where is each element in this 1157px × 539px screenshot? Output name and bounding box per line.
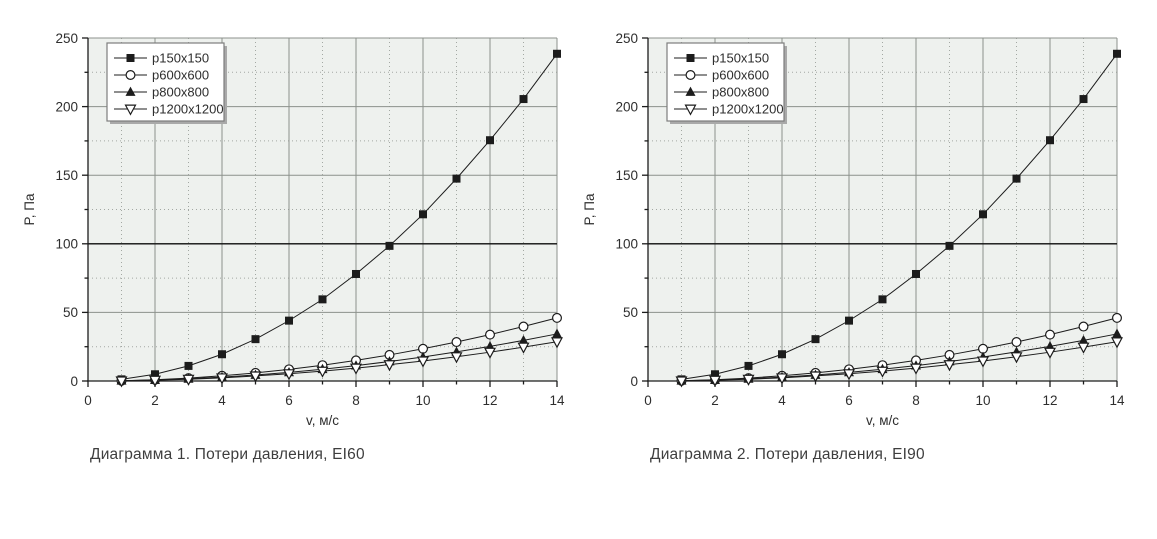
- svg-text:50: 50: [63, 305, 78, 320]
- series-p1200x1200: [115, 337, 564, 388]
- legend-label: p800x800: [712, 85, 769, 100]
- legend-entry-p150x150: p150x150: [674, 51, 769, 66]
- tick-labels: 0 2 4 6 8 10 12 14 0 50 100 150 200 250: [55, 31, 565, 408]
- legend-label: p150x150: [712, 51, 769, 66]
- svg-text:8: 8: [352, 393, 360, 408]
- svg-text:200: 200: [55, 99, 78, 114]
- chart-ei60-caption: Диаграмма 1. Потери давления, EI60: [90, 446, 365, 463]
- svg-text:12: 12: [1042, 393, 1057, 408]
- tick-labels: 0 2 4 6 8 10 12 14 0 50 100 150 200 250: [615, 31, 1125, 408]
- y-axis-label: P, Па: [22, 193, 37, 225]
- x-axis-label: v, м/с: [306, 413, 339, 428]
- svg-text:0: 0: [630, 374, 638, 389]
- svg-text:14: 14: [549, 393, 565, 408]
- chart-ei60: 0 2 4 6 8 10 12 14 0 50 100 150 200 250 v, м/с P, Па p15…: [0, 0, 578, 464]
- series-p150x150: [677, 49, 1121, 384]
- series-p1200x1200: [675, 337, 1124, 388]
- axes: [82, 37, 558, 387]
- svg-text:100: 100: [55, 237, 78, 252]
- legend-entry-p800x800: p800x800: [674, 85, 769, 100]
- svg-text:0: 0: [644, 393, 652, 408]
- legend-entry-p1200x1200: p1200x1200: [114, 102, 224, 117]
- svg-text:8: 8: [912, 393, 920, 408]
- legend: p150x150 p600x600 p800x800 p1200x1200: [666, 42, 787, 124]
- svg-text:250: 250: [55, 31, 78, 46]
- legend-label: p150x150: [152, 51, 209, 66]
- svg-text:10: 10: [415, 393, 430, 408]
- svg-text:50: 50: [623, 305, 638, 320]
- svg-text:6: 6: [285, 393, 293, 408]
- svg-text:4: 4: [778, 393, 786, 408]
- legend-entry-p800x800: p800x800: [114, 85, 209, 100]
- svg-text:250: 250: [615, 31, 638, 46]
- chart-ei90-canvas: 0 2 4 6 8 10 12 14 0 50 100 150 200 250 v, м/с P, Па p15…: [582, 31, 1125, 428]
- svg-text:0: 0: [70, 374, 78, 389]
- svg-text:12: 12: [482, 393, 497, 408]
- legend-label: p1200x1200: [712, 102, 784, 117]
- legend-label: p600x600: [712, 68, 769, 83]
- chart-ei90: 0 2 4 6 8 10 12 14 0 50 100 150 200 250 v, м/с P, Па p15…: [560, 0, 1138, 464]
- svg-text:0: 0: [84, 393, 92, 408]
- x-axis-label: v, м/с: [866, 413, 899, 428]
- svg-text:2: 2: [151, 393, 159, 408]
- legend-entry-p1200x1200: p1200x1200: [674, 102, 784, 117]
- legend-entry-p600x600: p600x600: [114, 68, 209, 83]
- chart-ei60-canvas: 0 2 4 6 8 10 12 14 0 50 100 150 200 250 v, м/с P, Па p15…: [22, 31, 565, 428]
- chart-ei90-caption: Диаграмма 2. Потери давления, EI90: [650, 446, 925, 463]
- svg-text:14: 14: [1109, 393, 1125, 408]
- svg-text:150: 150: [615, 168, 638, 183]
- legend-entry-p600x600: p600x600: [674, 68, 769, 83]
- svg-text:10: 10: [975, 393, 990, 408]
- svg-text:2: 2: [711, 393, 719, 408]
- svg-text:100: 100: [615, 237, 638, 252]
- svg-text:6: 6: [845, 393, 853, 408]
- svg-text:4: 4: [218, 393, 226, 408]
- legend-label: p1200x1200: [152, 102, 224, 117]
- svg-text:150: 150: [55, 168, 78, 183]
- y-axis-label: P, Па: [582, 193, 597, 225]
- svg-text:200: 200: [615, 99, 638, 114]
- legend-label: p800x800: [152, 85, 209, 100]
- legend: p150x150 p600x600 p800x800 p1200x1200: [106, 42, 227, 124]
- legend-label: p600x600: [152, 68, 209, 83]
- legend-entry-p150x150: p150x150: [114, 51, 209, 66]
